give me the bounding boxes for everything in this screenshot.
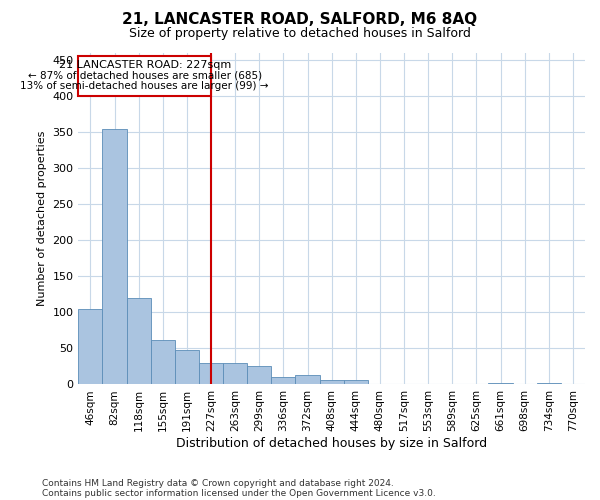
Bar <box>295 375 320 384</box>
Text: Size of property relative to detached houses in Salford: Size of property relative to detached ho… <box>129 28 471 40</box>
Bar <box>199 363 223 384</box>
Bar <box>127 298 151 384</box>
Bar <box>271 377 295 384</box>
Bar <box>488 383 512 384</box>
Bar <box>103 129 127 384</box>
Text: ← 87% of detached houses are smaller (685): ← 87% of detached houses are smaller (68… <box>28 70 262 81</box>
Bar <box>320 380 344 384</box>
Text: Contains public sector information licensed under the Open Government Licence v3: Contains public sector information licen… <box>42 488 436 498</box>
Bar <box>79 310 103 384</box>
Bar <box>247 366 271 384</box>
Text: 13% of semi-detached houses are larger (99) →: 13% of semi-detached houses are larger (… <box>20 80 269 90</box>
Bar <box>344 380 368 384</box>
Bar <box>537 383 561 384</box>
Bar <box>223 363 247 384</box>
Bar <box>175 350 199 384</box>
X-axis label: Distribution of detached houses by size in Salford: Distribution of detached houses by size … <box>176 437 487 450</box>
Text: Contains HM Land Registry data © Crown copyright and database right 2024.: Contains HM Land Registry data © Crown c… <box>42 478 394 488</box>
Text: 21, LANCASTER ROAD, SALFORD, M6 8AQ: 21, LANCASTER ROAD, SALFORD, M6 8AQ <box>122 12 478 28</box>
Y-axis label: Number of detached properties: Number of detached properties <box>37 131 47 306</box>
FancyBboxPatch shape <box>79 56 211 96</box>
Text: 21 LANCASTER ROAD: 227sqm: 21 LANCASTER ROAD: 227sqm <box>59 60 231 70</box>
Bar <box>151 340 175 384</box>
